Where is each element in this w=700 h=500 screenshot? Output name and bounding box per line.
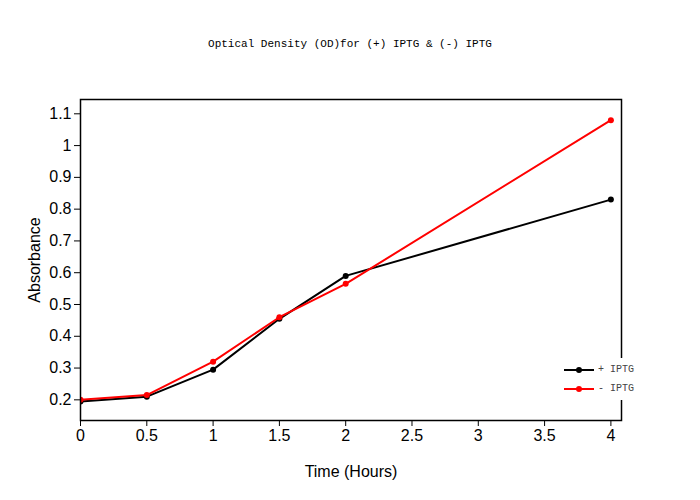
svg-text:0.7: 0.7 <box>49 232 71 249</box>
svg-text:0.5: 0.5 <box>136 427 158 444</box>
svg-text:0.5: 0.5 <box>49 296 71 313</box>
svg-text:2: 2 <box>341 427 350 444</box>
svg-text:3: 3 <box>474 427 483 444</box>
svg-text:0.4: 0.4 <box>49 327 71 344</box>
html-text:+ IPTG: + IPTG <box>598 364 634 375</box>
svg-text:0.8: 0.8 <box>49 200 71 217</box>
svg-text:Time (Hours): Time (Hours) <box>305 463 398 480</box>
svg-text:3.5: 3.5 <box>533 427 555 444</box>
svg-text:0.6: 0.6 <box>49 264 71 281</box>
html-text:- IPTG: - IPTG <box>598 383 634 394</box>
svg-text:1: 1 <box>209 427 218 444</box>
svg-text:0: 0 <box>76 427 85 444</box>
svg-text:1.5: 1.5 <box>268 427 290 444</box>
svg-text:0.2: 0.2 <box>49 391 71 408</box>
svg-text:2.5: 2.5 <box>401 427 423 444</box>
svg-text:1.1: 1.1 <box>49 105 71 122</box>
html-text:Optical Density (OD)for (+) IP: Optical Density (OD)for (+) IPTG & (-) I… <box>208 38 492 50</box>
svg-text:1: 1 <box>63 137 72 154</box>
svg-text:0.3: 0.3 <box>49 359 71 376</box>
svg-text:0.9: 0.9 <box>49 168 71 185</box>
svg-text:4: 4 <box>606 427 615 444</box>
svg-text:Absorbance: Absorbance <box>26 217 43 302</box>
